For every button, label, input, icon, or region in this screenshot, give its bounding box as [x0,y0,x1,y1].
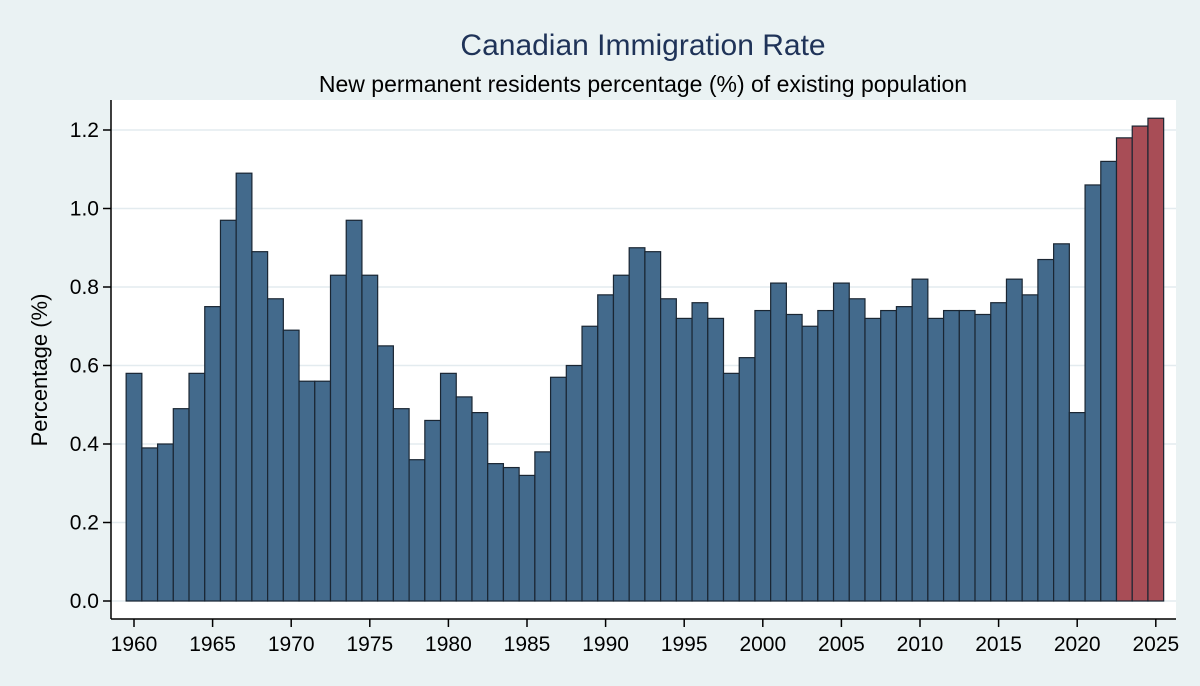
y-tick-label: 0.0 [70,590,99,613]
bar-actual [927,317,945,602]
y-tick-label: 1.0 [70,198,99,221]
bar-actual [141,447,159,602]
x-tick-label: 2000 [739,633,786,656]
bar-projected [1131,125,1149,602]
bar-actual [565,364,583,602]
bar-actual [612,274,630,602]
bar-actual [314,380,332,602]
bar-actual [974,313,992,602]
bar-actual [597,294,615,602]
x-tick-label: 2005 [818,633,865,656]
axes: 0.0 0.2 0.4 0.6 0.8 1.0 1.2 1960 1965 1970 1975 198… [70,100,1179,656]
bar-actual [534,451,552,602]
chart-title: Canadian Immigration Rate [460,29,825,62]
bar-actual [990,302,1008,602]
bar-actual [864,317,882,602]
bar-actual [502,466,520,602]
y-tick-label: 1.2 [70,119,99,142]
bar-actual [188,372,206,602]
bar-actual [581,325,599,602]
bar-actual [172,408,190,602]
bar-actual [785,313,803,602]
x-tick-label: 1965 [189,633,236,656]
bar-actual [329,274,347,602]
chart-subtitle: New permanent residents percentage (%) o… [319,71,967,97]
x-tick-label: 1980 [425,633,472,656]
y-tick-label: 0.2 [70,512,99,535]
x-tick-label: 1995 [661,633,708,656]
bar-actual [628,247,646,602]
bar-actual [722,372,740,602]
x-tick-label: 1960 [111,633,158,656]
x-tick-label: 1975 [346,633,393,656]
bar-actual [738,357,756,602]
bar-actual [801,325,819,602]
bar-actual [707,317,725,602]
bar-actual [770,282,787,602]
bar-actual [471,412,489,602]
bar-actual [282,329,300,602]
bar-actual [1084,184,1102,602]
bar-actual [345,219,363,602]
x-tick-label: 2015 [975,633,1022,656]
bar-actual [125,372,143,602]
x-tick-label: 2025 [1132,633,1179,656]
y-axis-label: Percentage (%) [27,294,52,447]
x-tick-label: 1985 [504,633,551,656]
bar-actual [660,298,677,602]
bar-actual [377,345,394,602]
bar-actual [487,463,505,602]
x-tick-label: 1970 [268,633,315,656]
bar-actual [439,372,457,602]
bar-actual [880,309,898,602]
bar-actual [424,419,442,602]
bar-actual [204,306,222,602]
bar-actual [392,408,410,602]
bar-actual [1068,412,1086,602]
bar-actual [235,172,253,602]
bar-actual [251,251,269,602]
x-tick-label: 2010 [897,633,944,656]
bar-actual [848,298,866,602]
bar-actual [298,380,316,602]
bar-actual [911,278,929,602]
bar-actual [832,282,850,602]
bar-actual [1021,294,1039,602]
bar-actual [455,396,473,602]
bar-actual [691,302,709,602]
x-tick-label: 2020 [1054,633,1101,656]
bar-actual [1005,278,1023,602]
bar-actual [1053,243,1070,602]
bar-actual [817,309,835,602]
y-tick-label: 0.8 [70,276,99,299]
bar-actual [361,274,379,602]
bar-actual [408,459,426,602]
bar-actual [219,219,237,602]
bar-actual [644,251,662,602]
bar-actual [675,317,693,602]
bar-actual [156,443,174,602]
x-tick-label: 1990 [582,633,629,656]
bar-actual [518,474,536,602]
bar-projected [1115,137,1133,602]
bar-actual [1100,160,1118,602]
bar-actual [958,309,976,602]
bar-projected [1147,117,1165,602]
y-tick-label: 0.4 [70,433,100,456]
bar-actual [895,306,913,602]
y-tick-label: 0.6 [70,355,99,378]
bars [125,117,1165,602]
bar-actual [942,309,960,602]
bar-actual [754,309,772,602]
bar-actual [1037,258,1055,602]
bar-actual [549,376,567,602]
bar-actual [267,298,284,602]
